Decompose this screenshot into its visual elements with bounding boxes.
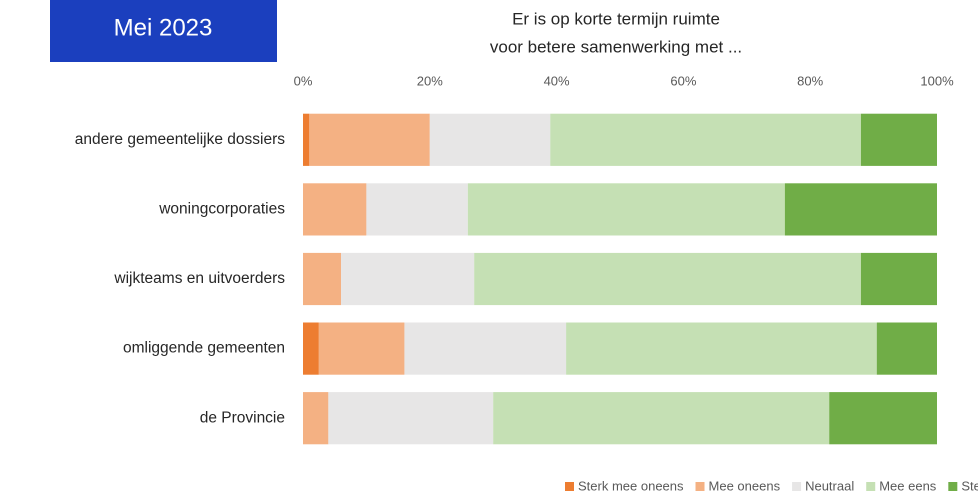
bar-segment [493,392,830,445]
chart-title: Er is op korte termijn ruimte [512,9,720,28]
bar-segment [429,113,551,166]
bar-segment [366,183,468,236]
x-tick-label: 0% [294,73,313,88]
badge-box [50,0,277,62]
bar-segment [784,183,937,236]
x-tick-label: 60% [670,73,696,88]
legend-label: Mee oneens [709,478,781,493]
legend-label: Neutraal [805,478,854,493]
bar-segment [467,183,785,236]
bar-segment [474,252,861,306]
legend-swatch [948,482,958,491]
x-tick-label: 80% [797,73,823,88]
bar-segment [303,392,329,445]
chart-title: voor betere samenwerking met ... [490,37,742,56]
legend-swatch [792,482,802,491]
bar-segment [876,322,937,375]
legend-label: Sterk mee eens [961,478,978,493]
legend-swatch [695,482,705,491]
bar-segment [566,322,877,375]
x-tick-label: 100% [920,73,954,88]
bar-segment [303,113,310,166]
category-label: wijkteams en uitvoerders [113,270,285,287]
category-label: woningcorporaties [158,200,285,217]
legend-label: Sterk mee oneens [578,478,684,493]
bar-segment [829,392,937,445]
bar-segment [860,252,937,306]
bar-segment [303,252,342,306]
bar-segment [309,113,430,166]
bar-segment [860,113,937,166]
category-label: andere gemeentelijke dossiers [75,131,285,148]
bar-segment [303,183,367,236]
bar-segment [303,322,319,375]
badge: Mei 2023 [114,14,213,41]
category-label: omliggende gemeenten [123,340,285,357]
x-tick-label: 40% [544,73,570,88]
bar-segment [341,252,475,306]
legend-swatch [565,482,574,491]
legend-swatch [866,482,876,491]
x-tick-label: 20% [417,73,443,88]
bar-segment [404,322,567,375]
bar-segment [550,113,861,166]
category-label: de Provincie [200,409,285,426]
bar-segment [328,392,494,445]
bar-segment [318,322,405,375]
legend-label: Mee eens [879,478,937,493]
